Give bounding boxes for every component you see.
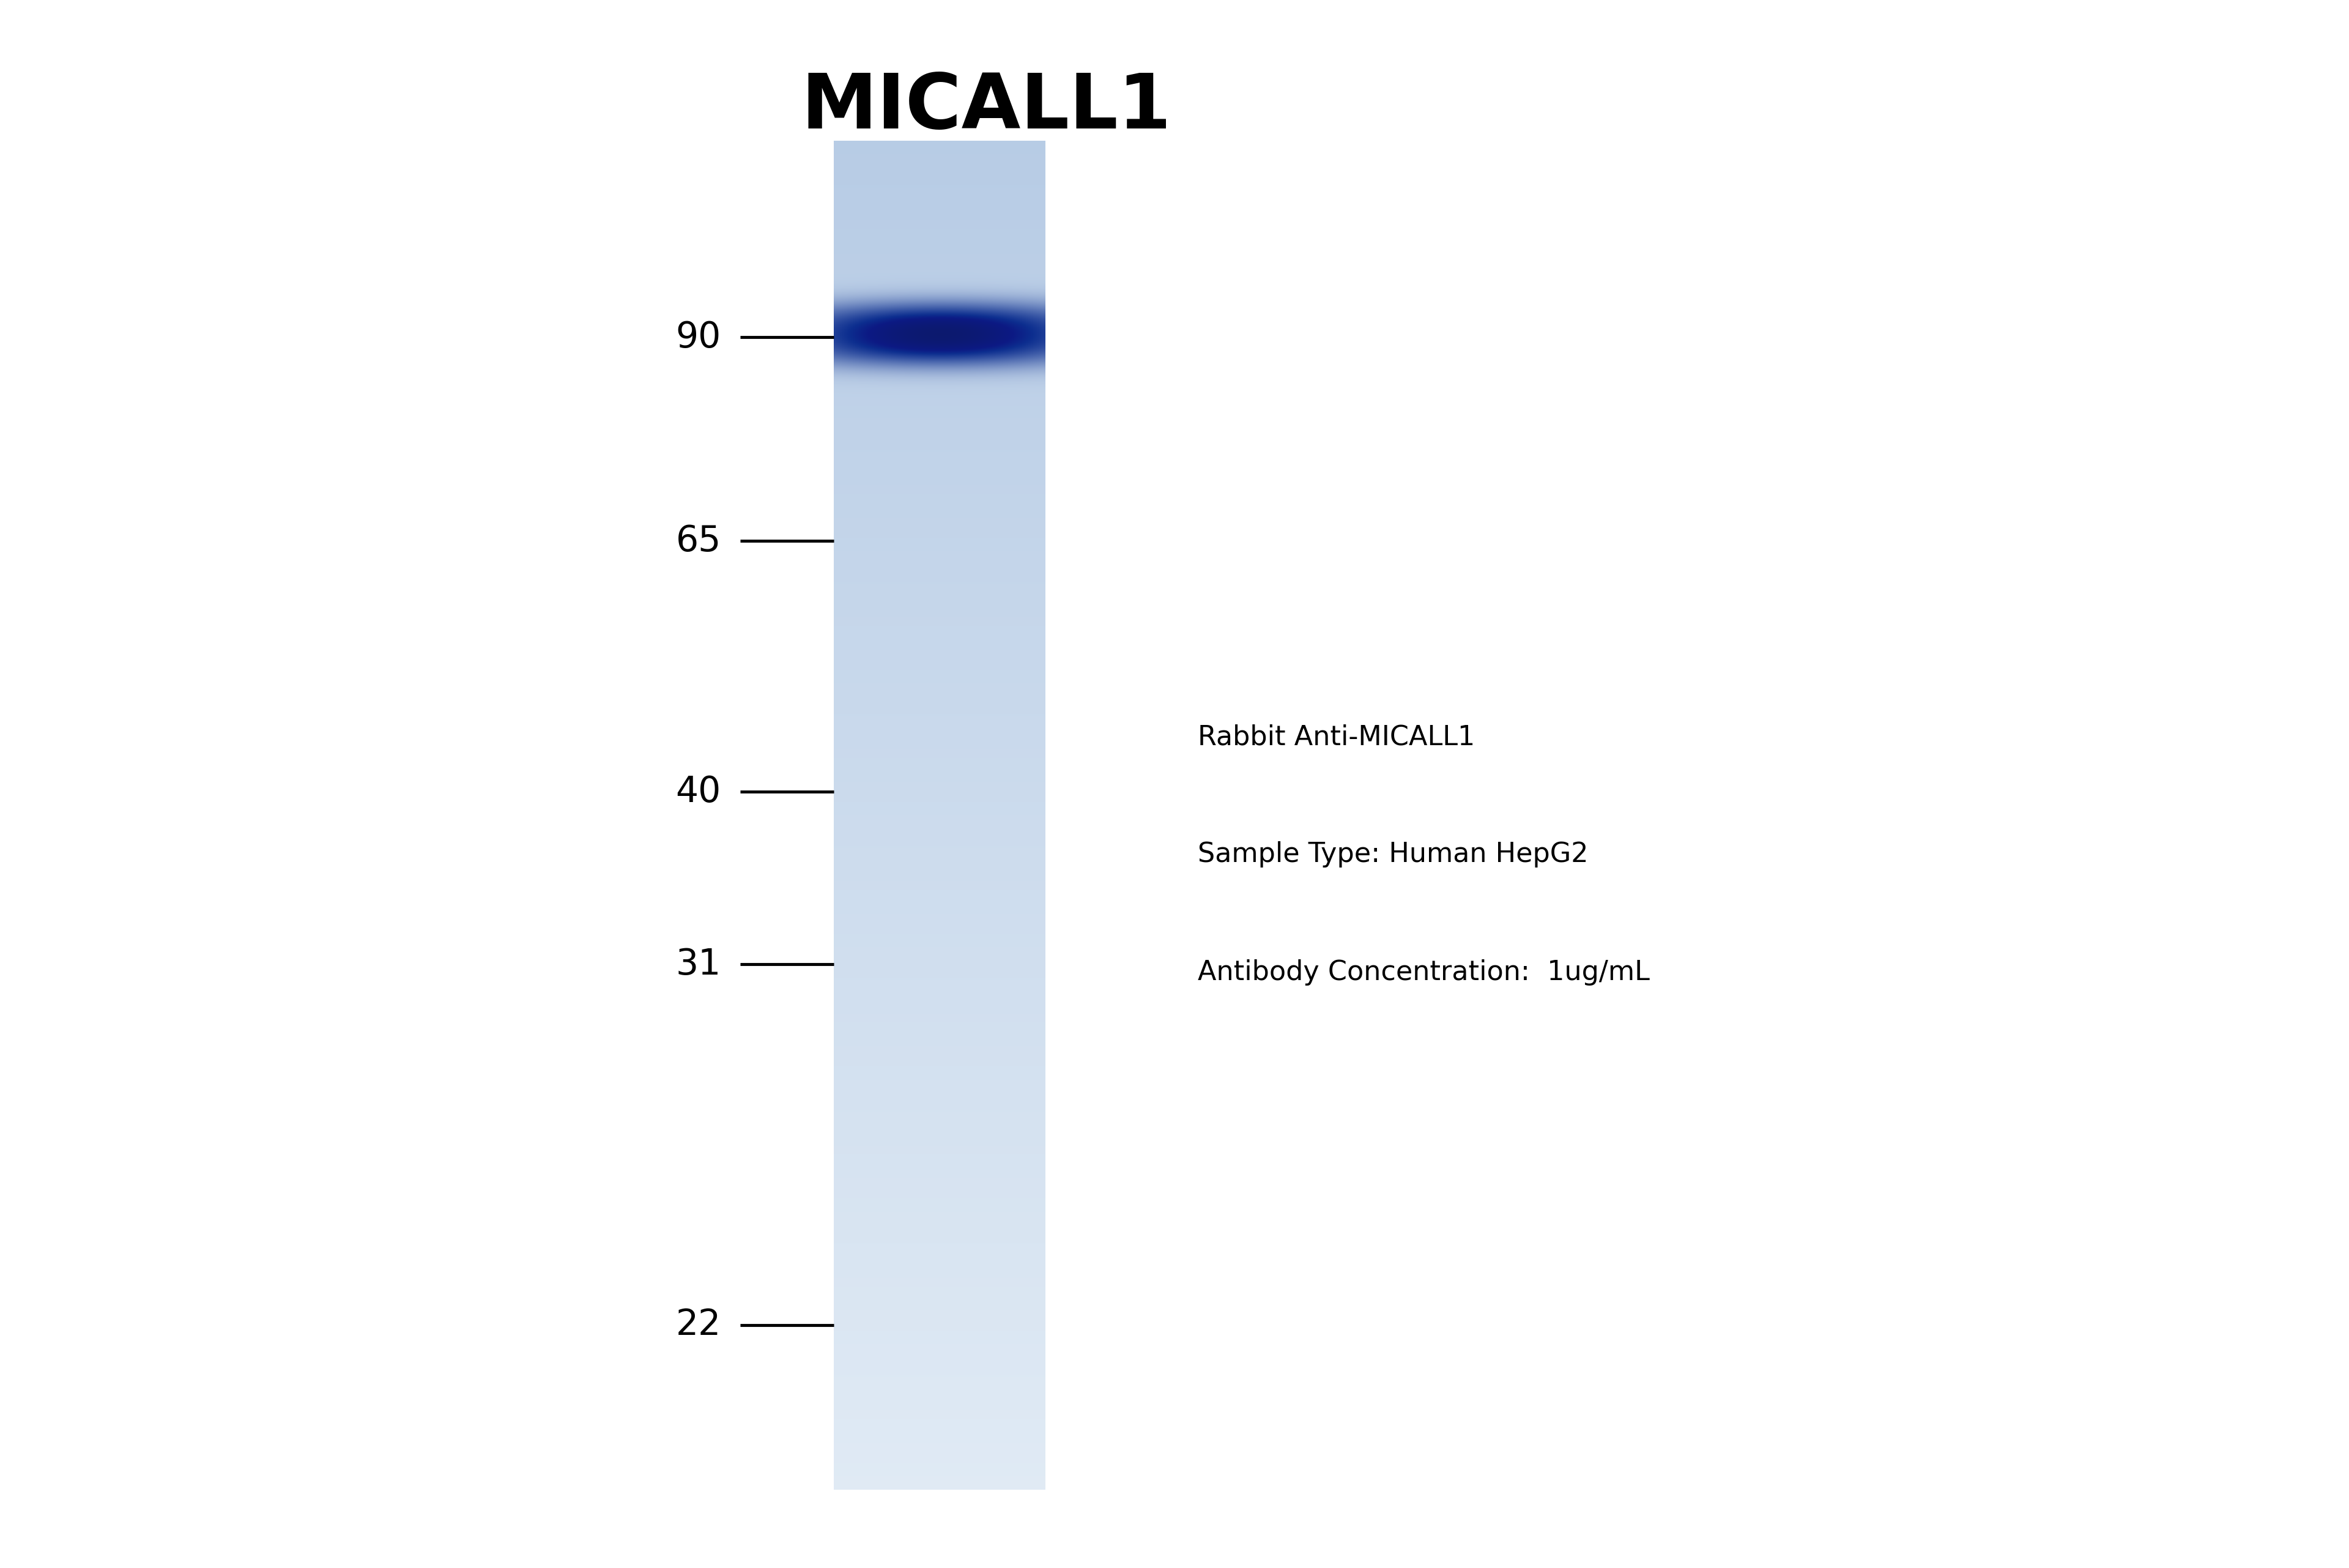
Text: 40: 40: [677, 775, 721, 809]
Text: 31: 31: [677, 947, 721, 982]
Text: Antibody Concentration:  1ug/mL: Antibody Concentration: 1ug/mL: [1198, 960, 1649, 985]
Text: 65: 65: [677, 524, 721, 558]
Text: 22: 22: [677, 1308, 721, 1342]
Text: MICALL1: MICALL1: [801, 71, 1172, 144]
Text: Sample Type: Human HepG2: Sample Type: Human HepG2: [1198, 842, 1588, 867]
Text: Rabbit Anti-MICALL1: Rabbit Anti-MICALL1: [1198, 724, 1475, 750]
Text: 90: 90: [677, 320, 721, 354]
